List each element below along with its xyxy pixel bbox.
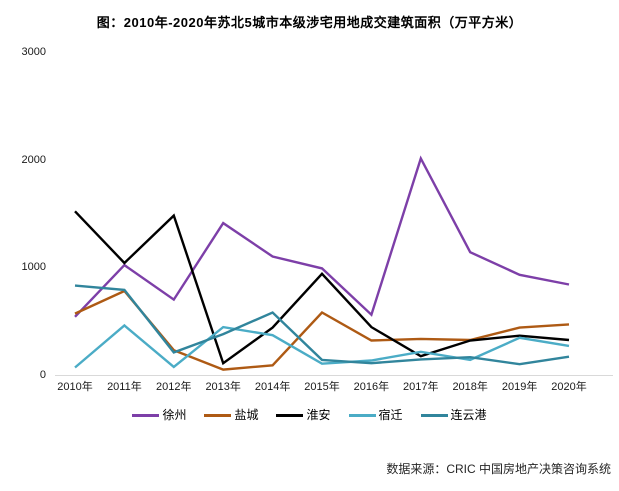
data-source-note: 数据来源：CRIC 中国房地产决策咨询系统 (386, 462, 611, 476)
x-axis-tick-label: 2017年 (403, 381, 439, 393)
legend-label: 连云港 (450, 408, 487, 422)
x-axis-tick-label: 2015年 (304, 381, 340, 393)
legend-item: 连云港 (420, 407, 487, 423)
x-axis-tick-label: 2010年 (57, 381, 93, 393)
series-line-1 (74, 155, 570, 318)
x-axis-tick-label: 2016年 (353, 381, 390, 393)
legend-label: 徐州 (162, 408, 187, 422)
chart-title: 图：2010年-2020年苏北5城市本级涉宅用地成交建筑面积（万平方米） (96, 15, 523, 30)
series-line-3 (74, 210, 570, 366)
x-axis-tick-label: 2020年 (551, 381, 587, 393)
legend-swatch (132, 413, 160, 417)
legend-item: 淮安 (276, 407, 331, 423)
y-axis-tick-label: 1000 (21, 261, 46, 274)
legend-label: 淮安 (306, 408, 331, 422)
legend-item: 徐州 (132, 407, 186, 423)
legend-swatch (204, 413, 232, 417)
x-axis-tick-label: 2019年 (501, 381, 538, 393)
y-axis-tick-label: 3000 (21, 45, 46, 58)
y-axis-tick-label: 0 (39, 369, 46, 381)
x-axis-tick-label: 2018年 (452, 381, 488, 393)
legend-label: 宿迁 (378, 408, 403, 422)
x-axis-tick-label: 2011年 (107, 381, 142, 393)
x-axis-tick-label: 2013年 (205, 381, 241, 393)
series-line-5 (74, 284, 570, 366)
chart-legend: 徐州 盐城 淮安 宿迁 连云港 (0, 407, 619, 423)
x-axis-tick-label: 2012年 (156, 381, 192, 393)
legend-swatch (348, 413, 376, 417)
legend-swatch (276, 413, 304, 417)
legend-item: 盐城 (204, 407, 258, 423)
x-axis-tick-label: 2014年 (254, 381, 291, 393)
series-line-4 (74, 323, 570, 369)
legend-label: 盐城 (234, 408, 259, 422)
y-axis-tick-label: 2000 (21, 153, 46, 166)
series-line-2 (74, 289, 570, 371)
legend-swatch (420, 413, 448, 417)
legend-item: 宿迁 (348, 407, 403, 423)
